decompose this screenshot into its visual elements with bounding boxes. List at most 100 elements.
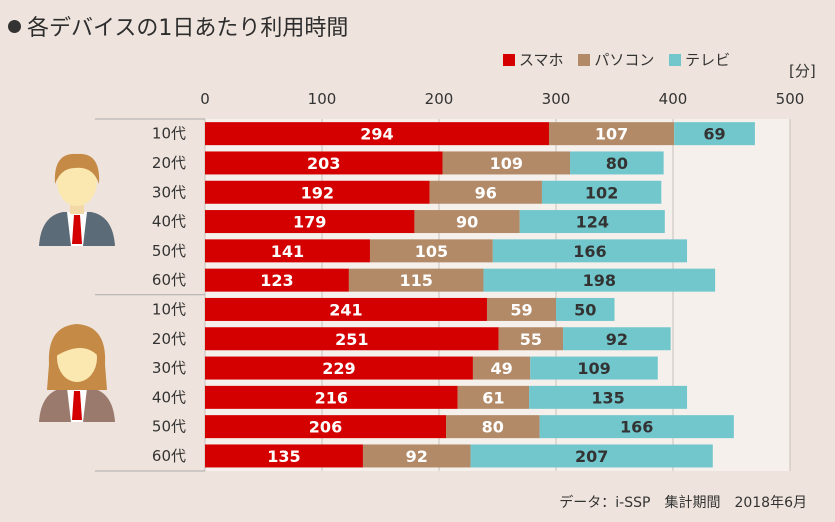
data-label-pc: 109 — [490, 154, 523, 173]
data-label-pc: 49 — [490, 359, 512, 378]
bar-pc — [442, 151, 571, 175]
bullet-icon — [8, 20, 21, 33]
category-label: 60代 — [152, 271, 186, 289]
bar-tv — [541, 180, 662, 204]
data-label-smartphone: 123 — [260, 271, 293, 290]
data-label-smartphone: 179 — [293, 213, 326, 232]
legend-label-pc: パソコン — [594, 51, 655, 69]
bar-pc — [486, 297, 556, 321]
x-tick-label: 300 — [542, 90, 571, 108]
female-avatar-icon — [39, 324, 115, 422]
category-label: 60代 — [152, 447, 186, 465]
x-tick-label: 400 — [659, 90, 688, 108]
data-label-pc: 105 — [415, 242, 448, 261]
bar-smartphone — [205, 327, 499, 351]
bar-tv — [492, 239, 688, 263]
unit-label: [分] — [789, 62, 816, 80]
legend-item-pc: パソコン — [578, 49, 654, 70]
bar-pc — [369, 239, 493, 263]
data-label-pc: 115 — [399, 271, 432, 290]
category-label: 10代 — [152, 125, 186, 143]
bar-tv — [563, 327, 671, 351]
data-label-pc: 80 — [482, 418, 504, 437]
bar-pc — [348, 268, 484, 292]
category-label: 10代 — [152, 300, 186, 318]
category-label: 40代 — [152, 388, 186, 406]
chart-title-text: 各デバイスの1日あたり利用時間 — [27, 16, 349, 41]
bar-smartphone — [205, 210, 415, 234]
plot-area — [205, 119, 790, 471]
legend-swatch-pc — [578, 54, 591, 66]
bar-smartphone — [205, 297, 487, 321]
bar-smartphone — [205, 268, 349, 292]
bar-pc — [446, 415, 540, 439]
bar-smartphone — [205, 444, 363, 468]
data-label-pc: 61 — [482, 388, 504, 407]
data-label-tv: 166 — [573, 242, 606, 261]
category-label: 50代 — [152, 418, 186, 436]
data-label-tv: 166 — [620, 418, 653, 437]
legend-label-smartphone: スマホ — [519, 51, 564, 69]
bar-tv — [519, 210, 665, 234]
data-label-pc: 90 — [456, 213, 478, 232]
bar-tv — [529, 385, 688, 409]
bar-smartphone — [205, 385, 458, 409]
category-label: 50代 — [152, 242, 186, 260]
data-label-smartphone: 229 — [322, 359, 355, 378]
data-label-smartphone: 192 — [301, 183, 334, 202]
data-label-smartphone: 203 — [307, 154, 340, 173]
bar-pc — [548, 122, 675, 146]
data-label-tv: 109 — [577, 359, 610, 378]
legend-swatch-smartphone — [503, 54, 515, 66]
x-tick-label: 0 — [200, 90, 210, 108]
data-label-smartphone: 251 — [335, 330, 368, 349]
legend: スマホ パソコン テレビ — [503, 49, 740, 70]
data-label-tv: 69 — [703, 125, 725, 144]
category-label: 20代 — [152, 154, 186, 172]
bar-pc — [457, 385, 530, 409]
bar-pc — [472, 356, 531, 380]
data-label-smartphone: 216 — [315, 388, 348, 407]
bar-smartphone — [205, 356, 473, 380]
bar-smartphone — [205, 151, 443, 175]
bar-tv — [570, 151, 664, 175]
bar-tv — [470, 444, 713, 468]
legend-label-tv: テレビ — [685, 51, 731, 69]
data-label-tv: 135 — [591, 388, 624, 407]
data-label-pc: 96 — [475, 183, 497, 202]
legend-swatch-tv — [669, 54, 682, 66]
x-tick-label: 200 — [425, 90, 454, 108]
legend-item-tv: テレビ — [669, 49, 730, 70]
data-label-tv: 124 — [576, 213, 609, 232]
data-label-tv: 92 — [606, 330, 628, 349]
data-label-pc: 92 — [406, 447, 428, 466]
data-label-tv: 50 — [574, 300, 596, 319]
bar-pc — [429, 180, 542, 204]
source-note: データ：i-SSP 集計期間 2018年6月 — [559, 495, 807, 511]
bar-tv — [483, 268, 716, 292]
bar-smartphone — [205, 239, 370, 263]
bar-pc — [362, 444, 471, 468]
data-label-smartphone: 241 — [329, 300, 362, 319]
bar-pc — [498, 327, 564, 351]
bar-smartphone — [205, 415, 447, 439]
data-label-pc: 55 — [520, 330, 542, 349]
bar-tv — [674, 122, 755, 146]
data-label-smartphone: 206 — [309, 418, 342, 437]
category-label: 30代 — [152, 183, 186, 201]
bar-pc — [414, 210, 520, 234]
male-avatar-icon — [39, 153, 115, 246]
category-label: 30代 — [152, 359, 186, 377]
data-label-pc: 59 — [510, 300, 532, 319]
chart-title: 各デバイスの1日あたり利用時間 — [8, 10, 348, 42]
data-label-smartphone: 141 — [271, 242, 304, 261]
data-label-tv: 198 — [583, 271, 616, 290]
category-label: 20代 — [152, 330, 186, 348]
bar-tv — [556, 297, 615, 321]
bar-tv — [539, 415, 734, 439]
bar-tv — [530, 356, 658, 380]
bar-smartphone — [205, 180, 430, 204]
data-label-pc: 107 — [595, 125, 628, 144]
